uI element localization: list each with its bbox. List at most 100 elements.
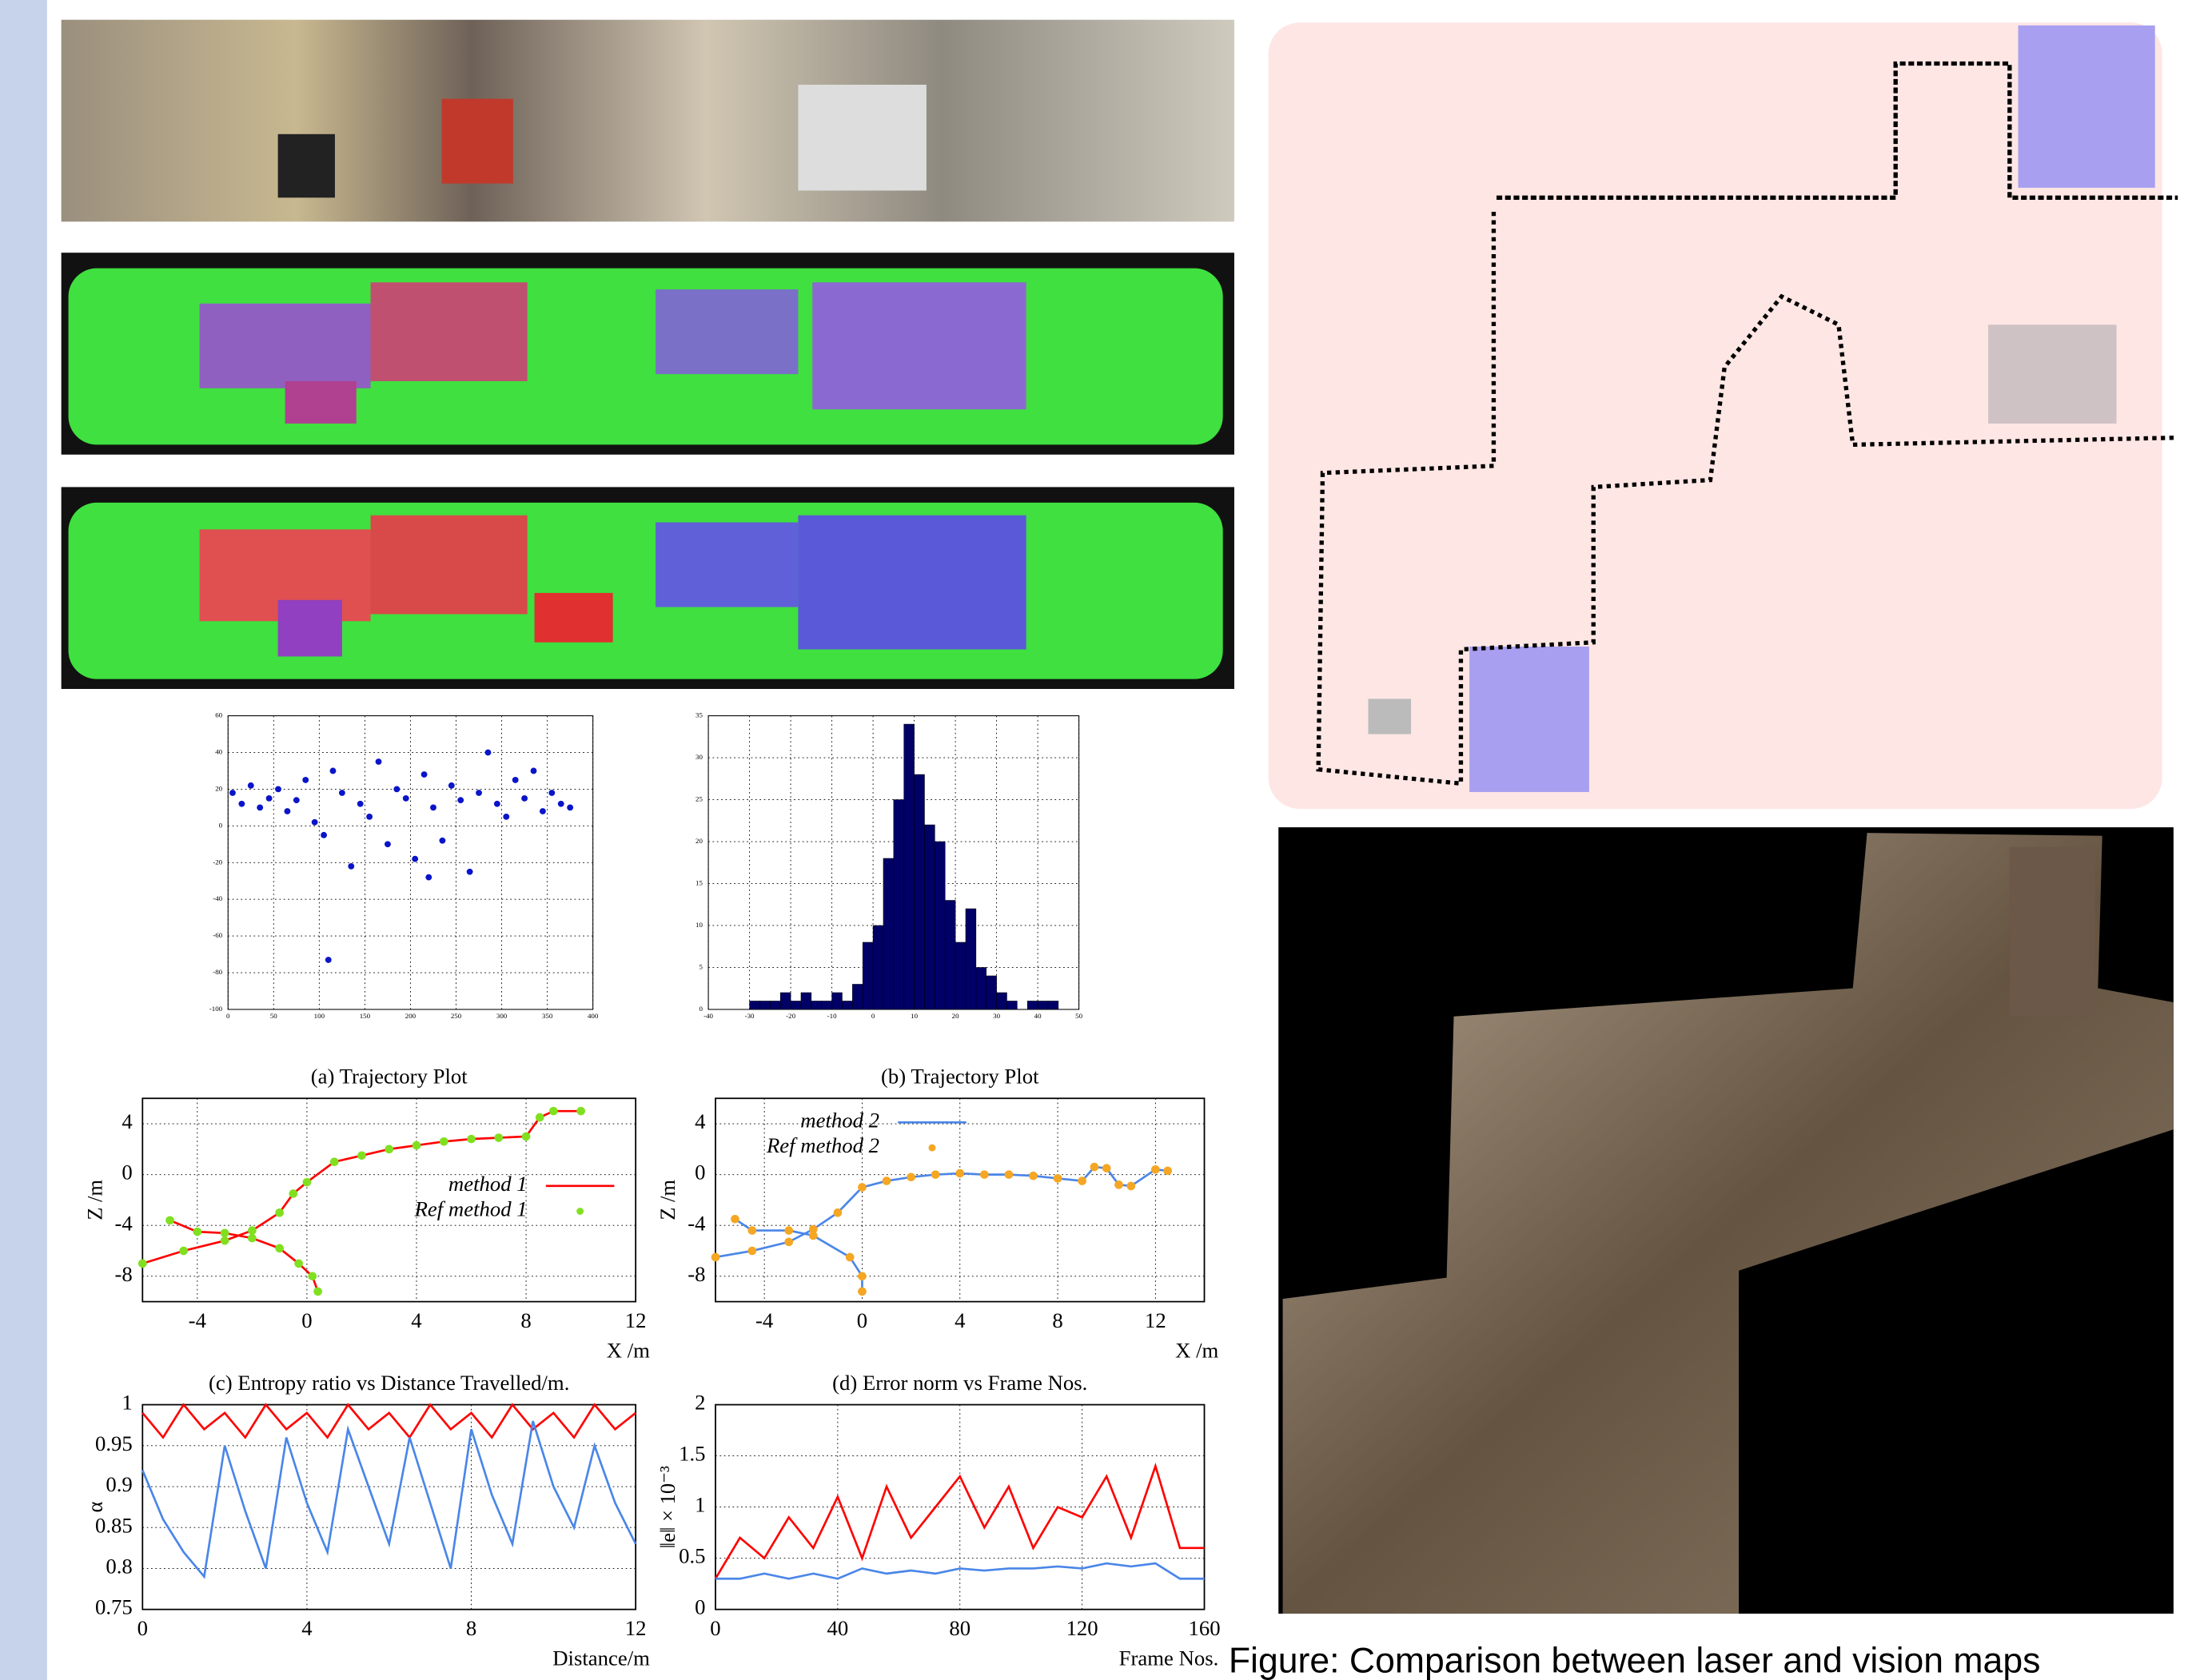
bar <box>863 942 873 1009</box>
y-axis-label: α <box>82 1502 106 1513</box>
y-tick-label: -20 <box>213 858 222 866</box>
y-tick-label: 0.5 <box>679 1544 705 1568</box>
bar <box>1006 1001 1017 1009</box>
y-tick-label: 35 <box>695 711 703 719</box>
bar <box>842 1001 852 1009</box>
point <box>521 795 528 802</box>
point <box>248 1234 257 1243</box>
point <box>330 1157 339 1166</box>
point <box>494 1133 503 1142</box>
y-tick-label: -8 <box>115 1262 133 1286</box>
point <box>858 1288 867 1296</box>
x-tick-label: 40 <box>827 1616 849 1640</box>
y-tick-label: 5 <box>699 963 703 971</box>
point <box>293 797 300 803</box>
bar <box>811 1001 822 1009</box>
point <box>834 1208 843 1217</box>
y-tick-label: -40 <box>213 894 222 902</box>
point <box>549 1107 558 1116</box>
x-tick-label: 0 <box>138 1616 148 1640</box>
point <box>476 790 482 796</box>
point <box>784 1226 793 1235</box>
y-tick-label: 2 <box>695 1391 705 1415</box>
y-axis-label: Z /m <box>656 1180 680 1220</box>
x-tick-label: 0 <box>226 1012 230 1020</box>
x-tick-label: -40 <box>703 1012 713 1020</box>
point <box>257 804 263 810</box>
point <box>229 790 236 796</box>
bar <box>873 926 883 1009</box>
point <box>1126 1182 1135 1191</box>
point <box>339 790 345 796</box>
point <box>955 1169 964 1178</box>
x-tick-label: 0 <box>301 1308 312 1332</box>
point <box>846 1253 855 1262</box>
point <box>1151 1165 1160 1174</box>
y-tick-label: -80 <box>213 968 222 976</box>
point <box>494 801 500 807</box>
point <box>536 1113 544 1122</box>
point <box>266 795 273 802</box>
x-axis-label: Distance/m <box>552 1646 650 1670</box>
point <box>275 1208 284 1217</box>
bar <box>945 901 955 1009</box>
point <box>348 863 354 870</box>
x-tick-label: 10 <box>911 1012 918 1020</box>
point <box>221 1228 229 1237</box>
point <box>1005 1170 1014 1179</box>
y-tick-label: 40 <box>215 748 222 756</box>
x-tick-label: 50 <box>270 1012 277 1020</box>
plot-frame <box>142 1405 636 1610</box>
legend-swatch <box>929 1145 936 1152</box>
point <box>430 804 436 810</box>
bar <box>997 993 1007 1009</box>
point <box>357 801 364 807</box>
x-axis-label: Frame Nos. <box>1119 1646 1219 1670</box>
bar <box>770 1001 780 1009</box>
x-tick-label: 8 <box>520 1308 531 1332</box>
bar <box>832 993 843 1009</box>
y-tick-label: 20 <box>695 837 703 845</box>
chart-title: (a) Trajectory Plot <box>311 1065 468 1089</box>
x-tick-label: 100 <box>314 1012 325 1020</box>
x-tick-label: 80 <box>949 1616 970 1640</box>
point <box>248 1226 257 1235</box>
point <box>467 869 473 875</box>
point <box>567 804 573 810</box>
legend-label: Ref method 1 <box>414 1197 528 1221</box>
x-tick-label: -20 <box>786 1012 795 1020</box>
point <box>275 786 281 793</box>
bar <box>986 976 997 1009</box>
point <box>413 1141 421 1150</box>
vision-map <box>1278 827 2174 1614</box>
y-tick-label: 0.95 <box>95 1431 133 1455</box>
x-tick-label: 4 <box>301 1616 312 1640</box>
y-tick-label: 0 <box>219 821 223 829</box>
point <box>425 874 432 881</box>
x-tick-label: -10 <box>827 1012 837 1020</box>
point <box>1163 1167 1172 1176</box>
x-tick-label: 12 <box>625 1616 647 1640</box>
x-tick-label: 12 <box>1145 1308 1166 1332</box>
bar <box>1038 1001 1048 1009</box>
point <box>809 1225 818 1234</box>
point <box>858 1183 867 1192</box>
bar <box>924 825 935 1009</box>
point <box>302 777 309 783</box>
point <box>540 808 546 814</box>
point <box>1054 1174 1062 1183</box>
point <box>711 1253 720 1262</box>
point <box>522 1133 531 1141</box>
point <box>313 1288 322 1296</box>
x-tick-label: 300 <box>496 1012 508 1020</box>
point <box>467 1135 476 1144</box>
x-tick-label: -30 <box>745 1012 755 1020</box>
point <box>448 782 455 789</box>
bar <box>780 993 791 1009</box>
bar <box>894 800 904 1009</box>
chart-title: (b) Trajectory Plot <box>881 1065 1039 1089</box>
y-tick-label: 0 <box>695 1160 705 1184</box>
point <box>330 768 337 774</box>
point <box>385 841 391 847</box>
y-tick-label: 0 <box>699 1005 703 1013</box>
